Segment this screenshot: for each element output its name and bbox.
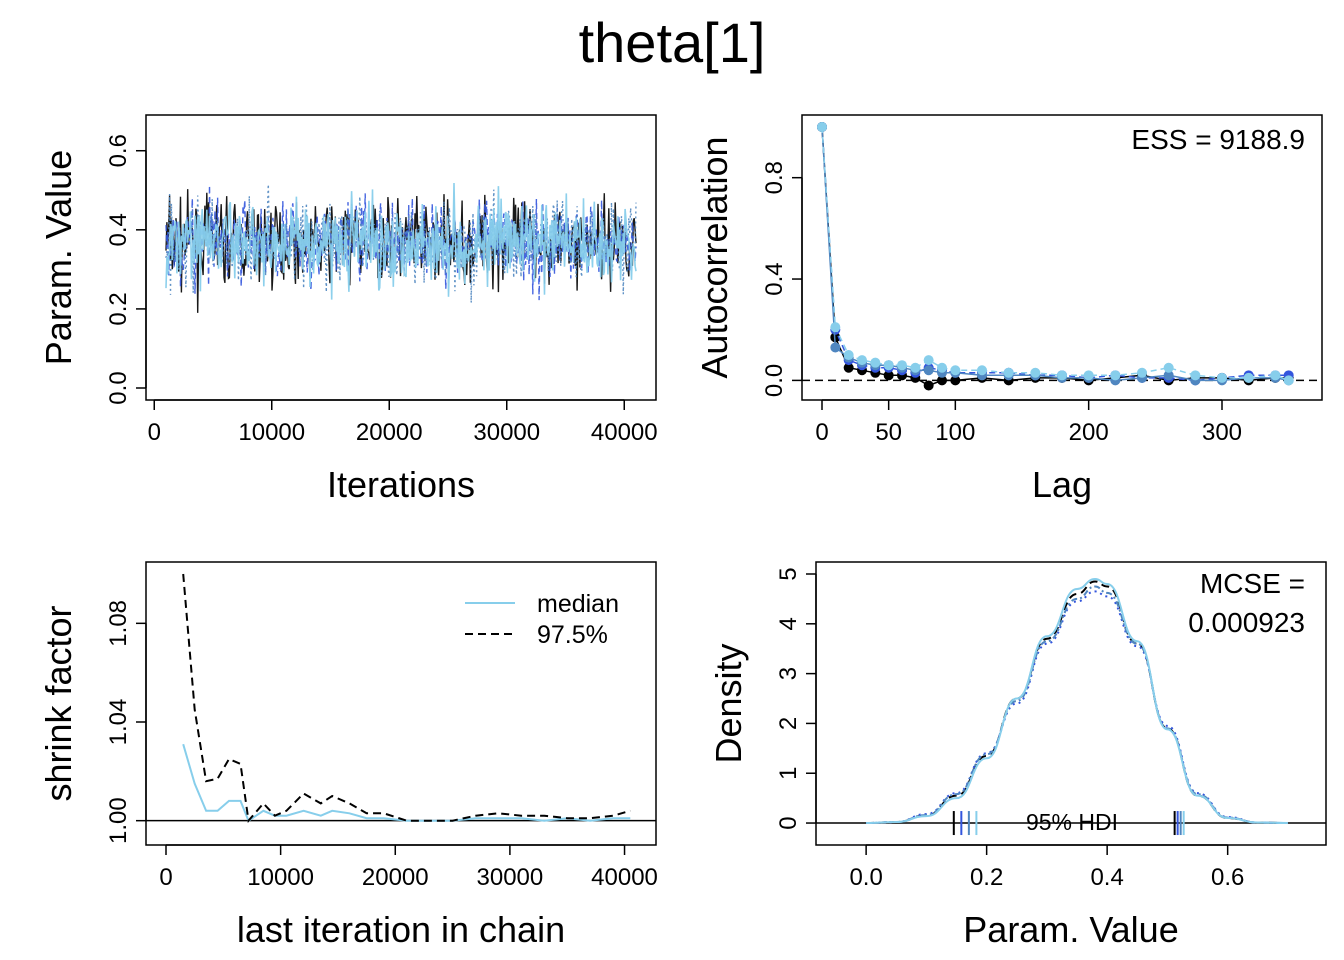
mcse-annotation-line2: 0.000923 bbox=[1188, 607, 1305, 638]
acf-point bbox=[910, 362, 921, 373]
x-tick-label: 0.4 bbox=[1090, 864, 1123, 891]
plot-frame bbox=[801, 114, 1323, 401]
acf-point bbox=[830, 342, 841, 353]
acf-point bbox=[923, 380, 934, 391]
x-tick-label: 30000 bbox=[473, 419, 540, 446]
x-tick-label: 0.2 bbox=[970, 864, 1003, 891]
acf-point bbox=[1030, 367, 1041, 378]
y-axis-label: Param. Value bbox=[38, 150, 79, 365]
x-tick-label: 200 bbox=[1069, 419, 1109, 446]
density-plot: 0.0 0.2 0.4 0.6 0 1 2 3 4 5 Param. Value Density MCS… bbox=[708, 561, 1327, 950]
y-tick-label: 0.4 bbox=[105, 213, 132, 246]
y-tick-label: 5 bbox=[775, 567, 802, 580]
y-axis-label: Autocorrelation bbox=[694, 136, 735, 378]
acf-point bbox=[1003, 367, 1014, 378]
acf-point bbox=[923, 365, 934, 376]
acf-line-1 bbox=[821, 126, 1289, 387]
acf-point bbox=[1283, 375, 1294, 386]
acf-point bbox=[1243, 372, 1254, 383]
x-axis-label: Iterations bbox=[327, 464, 475, 505]
acf-point bbox=[897, 360, 907, 371]
acf-point bbox=[950, 375, 961, 386]
acf-point bbox=[870, 357, 881, 368]
acf-point bbox=[830, 322, 841, 333]
y-tick-label: 1.08 bbox=[105, 600, 132, 647]
y-tick-label: 0.8 bbox=[761, 161, 788, 194]
x-tick-label: 0.0 bbox=[849, 864, 882, 891]
ess-annotation: ESS = 9188.9 bbox=[1131, 124, 1305, 155]
y-tick-label: 1.00 bbox=[105, 797, 132, 844]
x-tick-label: 40000 bbox=[591, 864, 658, 891]
y-tick-label: 0.6 bbox=[105, 134, 132, 167]
acf-point bbox=[1137, 367, 1147, 378]
y-tick-label: 0.4 bbox=[761, 262, 788, 295]
y-tick-label: 3 bbox=[775, 667, 802, 680]
acf-line-3 bbox=[821, 126, 1289, 382]
x-axis-label: Param. Value bbox=[963, 909, 1178, 950]
acf-point bbox=[937, 375, 947, 386]
acf-point bbox=[950, 365, 961, 376]
shrink-series-975 bbox=[182, 573, 631, 824]
x-axis-label: last iteration in chain bbox=[237, 909, 565, 950]
acf-point bbox=[883, 360, 894, 371]
y-tick-label: 2 bbox=[775, 717, 802, 730]
acf-point bbox=[1083, 370, 1094, 381]
acf-point bbox=[843, 362, 854, 373]
y-tick-label: 0.0 bbox=[105, 371, 132, 404]
x-tick-label: 100 bbox=[935, 419, 975, 446]
mcse-annotation-line1: MCSE = bbox=[1200, 568, 1305, 599]
x-tick-label: 30000 bbox=[477, 864, 544, 891]
trace-series-4 bbox=[165, 182, 637, 300]
x-tick-label: 300 bbox=[1202, 419, 1242, 446]
y-tick-label: 0.0 bbox=[761, 364, 788, 397]
acf-point bbox=[1270, 370, 1281, 381]
y-tick-label: 4 bbox=[775, 617, 802, 630]
x-tick-label: 20000 bbox=[356, 419, 423, 446]
x-tick-label: 50 bbox=[875, 419, 902, 446]
x-tick-label: 10000 bbox=[238, 419, 305, 446]
x-tick-label: 10000 bbox=[247, 864, 314, 891]
y-tick-label: 0 bbox=[775, 816, 802, 829]
y-tick-label: 1.04 bbox=[105, 699, 132, 746]
acf-point bbox=[1163, 370, 1174, 381]
acf-point bbox=[977, 365, 987, 376]
legend-975-label: 97.5% bbox=[537, 621, 608, 649]
trace-plot: 0 10000 20000 30000 40000 0.0 0.2 0.4 0.6 Iterati… bbox=[38, 114, 658, 505]
x-tick-label: 0 bbox=[815, 419, 828, 446]
acf-line-2 bbox=[821, 126, 1289, 382]
x-tick-label: 20000 bbox=[362, 864, 429, 891]
legend-median-label: median bbox=[537, 590, 619, 618]
acf-point bbox=[1163, 362, 1174, 373]
acf-point bbox=[923, 355, 934, 366]
acf-point bbox=[937, 362, 947, 373]
x-tick-label: 0 bbox=[159, 864, 172, 891]
acf-line-4 bbox=[821, 126, 1289, 382]
autocorrelation-plot: 0 50 100 200 300 0.0 0.4 0.8 Lag Autocorrelation E… bbox=[694, 114, 1323, 505]
acf-point bbox=[1057, 370, 1067, 381]
x-tick-label: 0.6 bbox=[1211, 864, 1244, 891]
y-axis-label: Density bbox=[708, 643, 749, 763]
x-axis-label: Lag bbox=[1032, 464, 1092, 505]
acf-point bbox=[843, 350, 854, 361]
hdi-label: 95% HDI bbox=[1026, 809, 1118, 835]
acf-point bbox=[1110, 370, 1121, 381]
shrink-series-median bbox=[182, 743, 631, 823]
density-series-4 bbox=[866, 577, 1288, 825]
x-tick-label: 0 bbox=[148, 419, 161, 446]
x-tick-label: 40000 bbox=[591, 419, 658, 446]
y-axis-label: shrink factor bbox=[38, 605, 79, 801]
acf-point bbox=[817, 122, 827, 132]
acf-point bbox=[883, 370, 894, 381]
y-tick-label: 1 bbox=[775, 767, 802, 780]
y-tick-label: 0.2 bbox=[105, 292, 132, 325]
figure-title: theta[1] bbox=[579, 11, 766, 74]
acf-point bbox=[1217, 372, 1227, 383]
acf-point bbox=[1190, 370, 1201, 381]
density-series-3 bbox=[866, 585, 1288, 825]
shrink-factor-plot: 0 10000 20000 30000 40000 1.00 1.04 1.08 last it… bbox=[38, 561, 658, 950]
trace-series-3 bbox=[165, 184, 637, 303]
acf-point bbox=[857, 355, 867, 366]
